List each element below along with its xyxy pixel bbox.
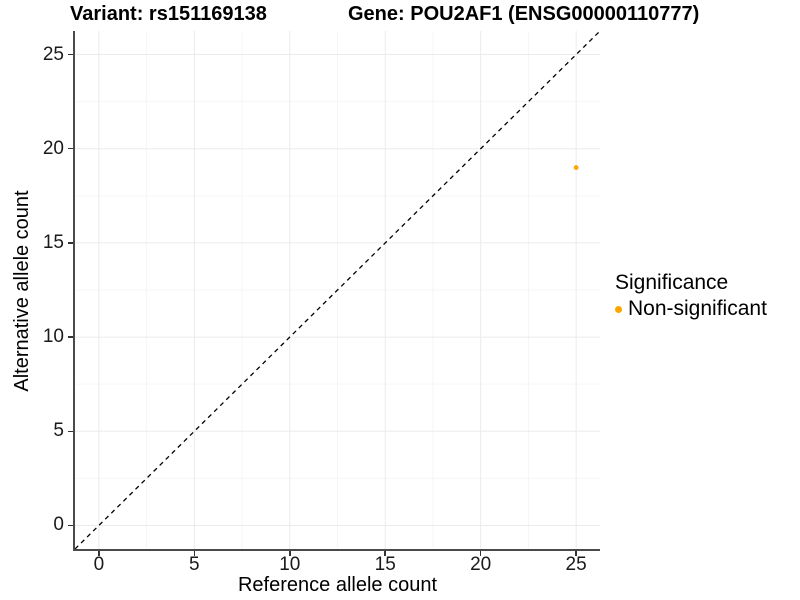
legend-items: Non-significant: [615, 298, 767, 320]
data-point: [573, 165, 579, 170]
identity-dashed-line: [75, 31, 600, 549]
y-axis-tick-mark: [68, 336, 73, 338]
legend-item-label: Non-significant: [628, 297, 767, 320]
x-axis-tick-mark: [98, 551, 100, 556]
y-axis-tick-mark: [68, 147, 73, 150]
y-axis-tick-label: 0: [53, 514, 64, 536]
x-axis-tick-label: 20: [470, 554, 492, 575]
x-axis-tick-mark: [479, 551, 482, 556]
y-axis-tick-mark: [68, 242, 73, 244]
y-axis-tick-mark: [68, 430, 73, 433]
y-axis-tick-label: 25: [42, 43, 64, 65]
y-axis-title: Alternative allele count: [11, 190, 33, 392]
legend-point-icon: [615, 305, 622, 313]
legend-title: Significance: [615, 271, 729, 294]
plot-canvas: [75, 31, 600, 549]
x-axis-tick-label: 5: [189, 554, 200, 575]
x-axis-tick-label: 0: [93, 554, 105, 575]
plot-title-variant: Variant: rs151169138: [70, 3, 267, 25]
y-axis-tick-label: 5: [53, 420, 64, 442]
x-axis-title: Reference allele count: [237, 574, 437, 596]
y-axis-tick-mark: [68, 524, 73, 527]
plot-panel: [73, 31, 600, 551]
x-axis-tick-mark: [575, 551, 577, 556]
legend-item: Non-significant: [615, 298, 767, 320]
x-axis-tick-label: 15: [374, 554, 396, 575]
y-axis-tick-label: 20: [42, 137, 64, 159]
y-axis-tick-label: 10: [42, 326, 64, 348]
x-axis-tick-label: 25: [565, 554, 587, 575]
x-axis-tick-label: 10: [279, 554, 301, 575]
legend: Significance Non-significant: [615, 271, 767, 320]
y-axis-tick-mark: [68, 53, 73, 56]
x-axis-tick-mark: [193, 551, 196, 556]
x-axis-tick-mark: [289, 551, 291, 556]
x-axis-tick-mark: [384, 551, 386, 556]
plot-title-gene: Gene: POU2AF1 (ENSG00000110777): [348, 3, 700, 25]
y-axis-tick-label: 15: [42, 231, 64, 253]
